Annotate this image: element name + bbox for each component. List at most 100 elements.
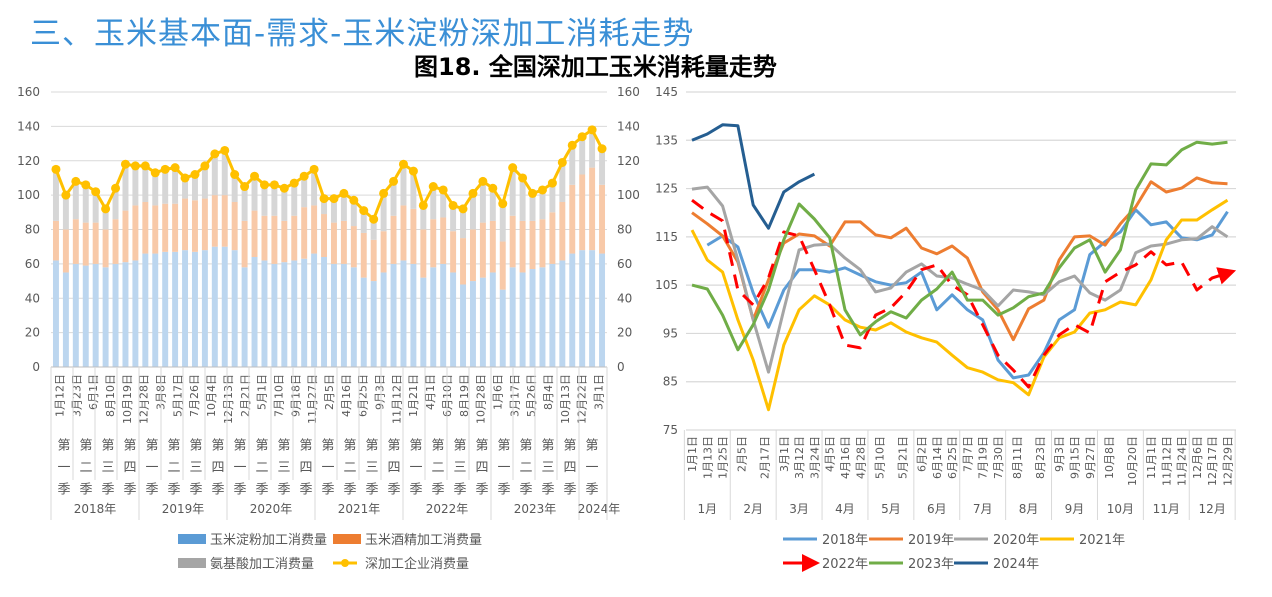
x-tick-label: 8月11日 bbox=[1011, 436, 1024, 479]
x-tick-label: 11月12日 bbox=[390, 374, 403, 424]
bar-segment-starch bbox=[122, 262, 129, 367]
bar-segment-amino-acid bbox=[261, 184, 268, 216]
x-tick-label: 8月4日 bbox=[542, 374, 555, 410]
legend-label: 2020年 bbox=[993, 533, 1039, 548]
x-tick-label: 12月28日 bbox=[138, 374, 151, 424]
x-tick-label: 9月18日 bbox=[289, 374, 302, 417]
total-consumption-point bbox=[71, 176, 81, 186]
bar-segment-starch bbox=[469, 281, 476, 367]
bar-segment-starch bbox=[132, 260, 139, 367]
consumption-stacked-chart: 0 0 20 20 40 40 60 60 80 80 100 100 120 120 140 140 160 1… bbox=[17, 85, 640, 572]
x-tick-label: 11月24日 bbox=[1176, 436, 1189, 486]
legend-label: 玉米淀粉加工消费量 bbox=[210, 533, 327, 548]
x-tick-label: 2月17日 bbox=[759, 436, 772, 479]
bar-segment-starch bbox=[499, 289, 506, 367]
total-consumption-point bbox=[130, 161, 140, 171]
x-tick-label: 9月15日 bbox=[1069, 436, 1082, 479]
legend-swatch bbox=[178, 534, 206, 544]
bar-segment-starch bbox=[579, 250, 586, 367]
bar-segment-amino-acid bbox=[172, 167, 179, 204]
bar-segment-alcohol bbox=[340, 220, 347, 264]
year-label: 2021年 bbox=[338, 502, 381, 516]
quarter-label: 第一季 bbox=[143, 438, 159, 504]
bar-segment-amino-acid bbox=[549, 183, 556, 213]
month-label: 10月 bbox=[1107, 502, 1134, 516]
y2-tick-label: 120 bbox=[617, 154, 640, 168]
bar-segment-alcohol bbox=[311, 205, 318, 254]
total-consumption-point bbox=[101, 204, 111, 214]
x-tick-label: 2月5日 bbox=[736, 436, 749, 472]
bar-segment-alcohol bbox=[330, 222, 337, 264]
y-tick-label: 100 bbox=[17, 188, 40, 202]
bar-segment-alcohol bbox=[201, 198, 208, 251]
bar-segment-starch bbox=[311, 253, 318, 367]
x-tick-label: 9月27日 bbox=[1084, 436, 1097, 479]
series-line-2022 bbox=[691, 199, 1237, 389]
quarter-label: 第三季 bbox=[275, 438, 291, 504]
bar-segment-alcohol bbox=[301, 207, 308, 259]
bar-segment-alcohol bbox=[102, 229, 109, 268]
bar-segment-amino-acid bbox=[509, 167, 516, 216]
bar-segment-alcohol bbox=[489, 220, 496, 273]
x-tick-label: 4月16日 bbox=[839, 436, 852, 479]
total-consumption-point bbox=[329, 194, 339, 204]
x-tick-label: 7月7日 bbox=[961, 436, 974, 472]
x-tick-label: 11月1日 bbox=[1145, 436, 1158, 479]
total-consumption-point bbox=[160, 164, 170, 174]
x-tick-label: 4月16日 bbox=[340, 374, 353, 417]
y-tick-label: 145 bbox=[655, 85, 678, 99]
bar-segment-alcohol bbox=[142, 202, 149, 254]
x-tick-label: 1月1日 bbox=[686, 436, 699, 472]
total-consumption-point bbox=[587, 125, 597, 135]
total-consumption-point bbox=[259, 180, 269, 190]
quarter-label: 第二季 bbox=[429, 438, 445, 504]
y-tick-label: 0 bbox=[32, 360, 40, 374]
total-consumption-point bbox=[468, 188, 478, 198]
quarter-label: 第二季 bbox=[253, 438, 269, 504]
total-consumption-point bbox=[150, 168, 160, 178]
year-label: 2023年 bbox=[514, 502, 557, 516]
total-consumption-point bbox=[448, 200, 458, 210]
total-consumption-point bbox=[518, 173, 528, 183]
bar-segment-alcohol bbox=[52, 220, 59, 261]
quarter-label: 第三季 bbox=[187, 438, 203, 504]
total-consumption-point bbox=[547, 178, 557, 188]
bar-segment-amino-acid bbox=[132, 165, 139, 206]
x-tick-label: 12月17日 bbox=[1206, 436, 1219, 486]
month-label: 3月 bbox=[789, 502, 809, 516]
bar-segment-amino-acid bbox=[201, 165, 208, 199]
bar-segment-alcohol bbox=[231, 202, 238, 251]
month-label: 5月 bbox=[881, 502, 901, 516]
bar-segment-alcohol bbox=[221, 195, 228, 247]
y2-tick-label: 0 bbox=[617, 360, 625, 374]
series-line-2020 bbox=[691, 185, 1229, 374]
y-tick-label: 40 bbox=[25, 291, 40, 305]
bar-segment-amino-acid bbox=[291, 183, 298, 216]
legend-label: 2018年 bbox=[822, 533, 868, 548]
legend-label: 2022年 bbox=[822, 557, 868, 572]
x-tick-label: 6月25日 bbox=[357, 374, 370, 417]
bar-segment-amino-acid bbox=[142, 165, 149, 202]
y-tick-label: 20 bbox=[25, 326, 40, 340]
bar-segment-amino-acid bbox=[251, 176, 258, 211]
bar-segment-amino-acid bbox=[539, 189, 546, 220]
month-label: 7月 bbox=[973, 502, 993, 516]
bar-segment-amino-acid bbox=[281, 188, 288, 221]
quarter-label: 第二季 bbox=[341, 438, 357, 504]
total-consumption-point bbox=[428, 182, 438, 192]
bar-segment-starch bbox=[102, 267, 109, 367]
section-heading: 三、玉米基本面-需求-玉米淀粉深加工消耗走势 bbox=[30, 16, 695, 52]
bar-segment-starch bbox=[201, 250, 208, 367]
y-tick-label: 135 bbox=[655, 133, 678, 147]
figure-title: 图18. 全国深加工玉米消耗量走势 bbox=[414, 53, 777, 81]
month-label: 1月 bbox=[697, 502, 717, 516]
bar-segment-starch bbox=[479, 277, 486, 367]
total-consumption-point bbox=[508, 163, 518, 173]
x-tick-label: 5月10日 bbox=[873, 436, 886, 479]
bar-segment-alcohol bbox=[62, 229, 69, 273]
total-consumption-point bbox=[339, 188, 349, 198]
bar-segment-alcohol bbox=[469, 229, 476, 282]
bar-segment-starch bbox=[460, 284, 467, 367]
year-label: 2020年 bbox=[250, 502, 293, 516]
x-tick-label: 6月1日 bbox=[87, 374, 100, 410]
